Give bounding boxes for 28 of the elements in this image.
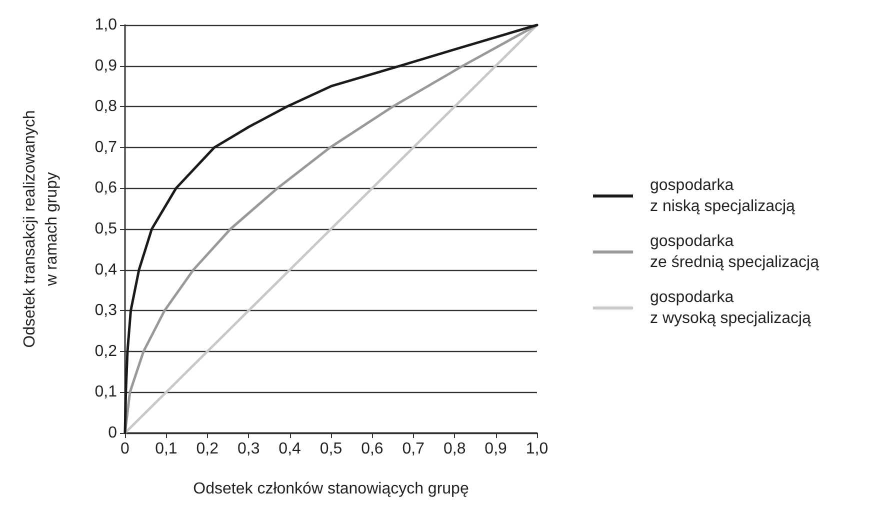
legend-label: gospodarka ze średnią specjalizacją [650, 233, 820, 271]
x-tick-label: 0,1 [155, 440, 178, 458]
x-tick-label: 0,4 [278, 440, 302, 458]
y-tick-label: 0 [108, 424, 118, 442]
legend-label: gospodarka z niską specjalizacją [650, 177, 796, 215]
y-tick-label: 0,2 [94, 342, 118, 360]
x-tick-label: 0,3 [237, 440, 260, 458]
legend-label: gospodarka z wysoką specjalizacją [650, 289, 812, 327]
x-tick-label: 0,8 [443, 440, 466, 458]
y-tick-label: 0,7 [94, 138, 118, 156]
y-tick-label: 0,4 [94, 261, 118, 278]
y-tick-label: 0,8 [94, 98, 118, 116]
x-tick-label: 0,5 [320, 440, 342, 458]
x-tick-label: 1,0 [526, 440, 548, 458]
y-tick-label: 0,1 [94, 384, 118, 401]
y-tick-label: 1,0 [94, 16, 118, 34]
y-axis-title: Odsetek transakcji realizowanych w ramach grupy [22, 110, 60, 348]
y-tick-label: 0,6 [94, 180, 118, 197]
y-tick-label: 0,5 [94, 220, 118, 238]
x-tick-label: 0,2 [196, 440, 219, 458]
x-axis-title: Odsetek członków stanowiących grupę [193, 480, 469, 498]
y-tick-label: 0,9 [94, 57, 118, 74]
line-series [124, 24, 538, 434]
x-tick-label: 0 [120, 440, 130, 458]
x-tick-label: 0,6 [361, 440, 384, 458]
x-tick-label: 0,9 [484, 440, 508, 458]
x-tick-label: 0,7 [402, 440, 425, 458]
y-tick-label: 0,3 [94, 302, 118, 320]
